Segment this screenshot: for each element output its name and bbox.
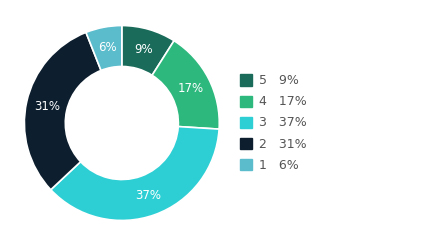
Wedge shape	[86, 26, 122, 70]
Legend: 5   9%, 4   17%, 3   37%, 2   31%, 1   6%: 5 9%, 4 17%, 3 37%, 2 31%, 1 6%	[240, 74, 307, 172]
Wedge shape	[122, 26, 174, 75]
Text: 17%: 17%	[177, 81, 203, 94]
Wedge shape	[152, 41, 219, 129]
Wedge shape	[24, 32, 101, 190]
Wedge shape	[51, 126, 219, 220]
Text: 6%: 6%	[98, 41, 117, 54]
Text: 9%: 9%	[134, 43, 153, 56]
Text: 31%: 31%	[34, 100, 60, 113]
Text: 37%: 37%	[135, 189, 161, 202]
